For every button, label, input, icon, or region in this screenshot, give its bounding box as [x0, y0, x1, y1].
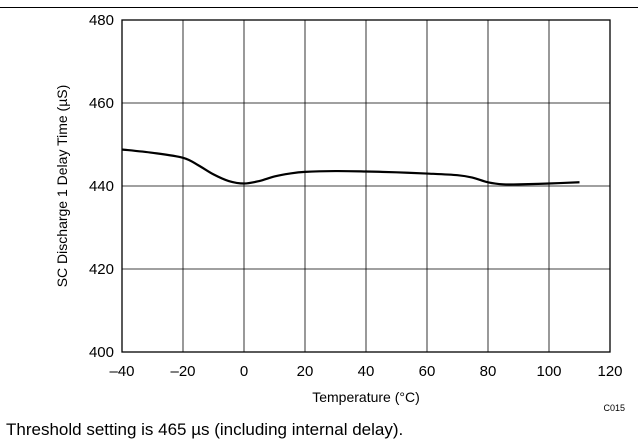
y-tick-label: 440	[89, 178, 114, 195]
y-tick-label: 480	[89, 12, 114, 29]
grid	[121, 19, 611, 353]
x-axis-label: Temperature (°C)	[312, 389, 420, 405]
series-group	[121, 148, 580, 186]
x-tick-label: 120	[597, 363, 622, 380]
x-tick-label: 60	[419, 363, 436, 380]
y-axis-label: SC Discharge 1 Delay Time (µS)	[54, 85, 70, 288]
x-tick-label: 80	[480, 363, 497, 380]
x-tick-label: –20	[170, 363, 195, 380]
chart: –40 –20 0 20 40 60 80 100 120 400 420 440 460 480 Tem…	[54, 12, 625, 413]
top-rule	[0, 7, 638, 8]
tick-labels: –40 –20 0 20 40 60 80 100 120 400 420 440 460 480	[89, 12, 623, 380]
x-tick-label: 0	[240, 363, 248, 380]
figure-code: C015	[603, 403, 625, 413]
y-tick-label: 400	[89, 344, 114, 361]
caption: Threshold setting is 465 µs (including i…	[6, 420, 404, 439]
x-tick-label: –40	[109, 363, 134, 380]
x-tick-label: 20	[297, 363, 314, 380]
y-tick-label: 460	[89, 95, 114, 112]
plot-frame	[121, 19, 611, 353]
x-tick-label: 100	[536, 363, 561, 380]
x-tick-label: 40	[358, 363, 375, 380]
y-tick-label: 420	[89, 261, 114, 278]
series-line	[121, 148, 580, 186]
